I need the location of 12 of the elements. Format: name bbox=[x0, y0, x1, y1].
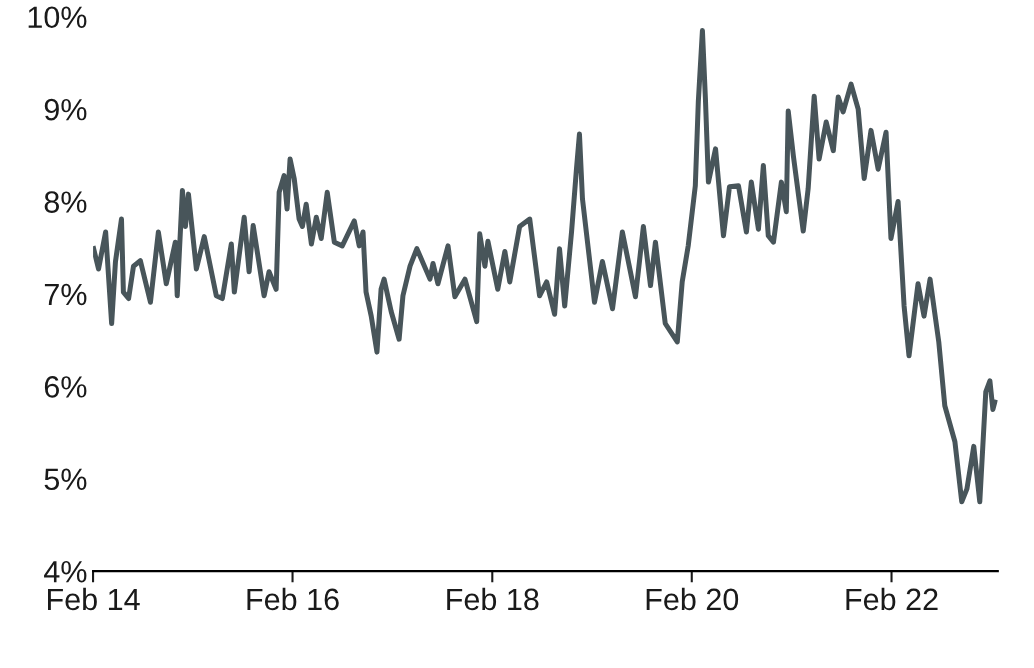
x-tick-label: Feb 22 bbox=[846, 587, 938, 611]
x-tick-label: Feb 14 bbox=[48, 587, 140, 611]
x-tick-label: Feb 20 bbox=[646, 587, 739, 611]
y-tick-label: 9% bbox=[44, 98, 87, 121]
y-tick-label: 4% bbox=[44, 561, 87, 583]
x-tick-label: Feb 18 bbox=[447, 587, 539, 611]
x-tick-label: Feb 16 bbox=[247, 587, 339, 611]
y-tick-label: 8% bbox=[44, 191, 87, 213]
y-tick-label: 7% bbox=[44, 283, 87, 306]
y-tick-label: 6% bbox=[44, 376, 87, 398]
y-tick-label: 10% bbox=[28, 6, 87, 29]
y-tick-label: 5% bbox=[44, 468, 87, 491]
